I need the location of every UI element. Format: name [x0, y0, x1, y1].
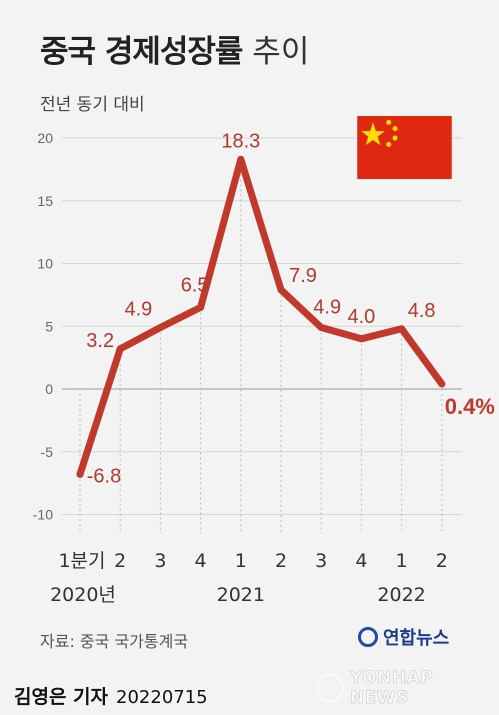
y-tick-label: 0	[45, 381, 53, 397]
chart-title: 중국 경제성장률 추이	[40, 26, 309, 71]
source-note: 자료: 중국 국가통계국	[40, 632, 189, 651]
y-tick-label: -10	[33, 507, 53, 523]
data-point	[438, 380, 446, 388]
byline: 김영은 기자 20220715	[14, 682, 208, 709]
data-label: 4.0	[347, 306, 375, 328]
data-point	[197, 303, 205, 311]
x-tick-label: 2	[275, 550, 287, 572]
yonhap-logo: 연합뉴스	[358, 624, 449, 650]
year-label: 2020년	[50, 584, 116, 606]
x-tick-label: 1	[235, 550, 247, 572]
year-label: 2022	[377, 584, 425, 606]
y-tick-label: -5	[41, 444, 54, 460]
publish-date: 20220715	[116, 687, 208, 708]
data-label: 4.8	[408, 300, 436, 322]
data-point	[237, 155, 245, 163]
data-label: 4.9	[313, 297, 341, 319]
data-label: 7.9	[289, 265, 317, 287]
x-tick-label: 1	[396, 550, 408, 572]
data-point	[76, 470, 84, 478]
y-tick-label: 10	[37, 256, 53, 272]
x-tick-label: 2	[436, 550, 448, 572]
x-tick-label: 4	[195, 550, 207, 572]
data-point	[357, 335, 365, 343]
x-tick-label: 4	[355, 550, 367, 572]
series-line	[76, 155, 446, 478]
x-tick-label: 3	[154, 550, 166, 572]
y-tick-label: 15	[37, 193, 53, 209]
data-label: 18.3	[221, 130, 260, 152]
logo-text: 연합뉴스	[383, 628, 450, 649]
year-label: 2021	[217, 584, 265, 606]
data-point	[317, 324, 325, 332]
data-point	[156, 324, 164, 332]
x-tick-label: 1분기	[58, 550, 105, 572]
data-label: 6.5	[181, 274, 209, 296]
data-label: 0.4%	[445, 394, 495, 419]
x-tick-label: 2	[114, 550, 126, 572]
data-point	[398, 325, 406, 333]
data-label: 3.2	[86, 330, 114, 352]
y-tick-label: 20	[37, 130, 53, 146]
yonhap-logo-icon	[358, 627, 378, 647]
chart-title-rest: 추이	[252, 34, 310, 70]
watermark: YONHAP NEWS	[316, 668, 486, 709]
data-label: 4.9	[124, 299, 152, 321]
watermark-icon	[316, 673, 344, 703]
data-point	[277, 286, 285, 294]
chart-subtitle: 전년 동기 대비	[40, 95, 145, 115]
china-flag-icon	[357, 116, 452, 179]
data-label: -6.8	[87, 465, 121, 487]
data-point	[116, 345, 124, 353]
chart-title-bold: 중국 경제성장률	[40, 34, 243, 70]
reporter-name: 김영은 기자	[14, 686, 109, 708]
watermark-text: YONHAP NEWS	[349, 668, 434, 709]
y-tick-label: 5	[45, 318, 53, 334]
x-tick-label: 3	[315, 550, 327, 572]
